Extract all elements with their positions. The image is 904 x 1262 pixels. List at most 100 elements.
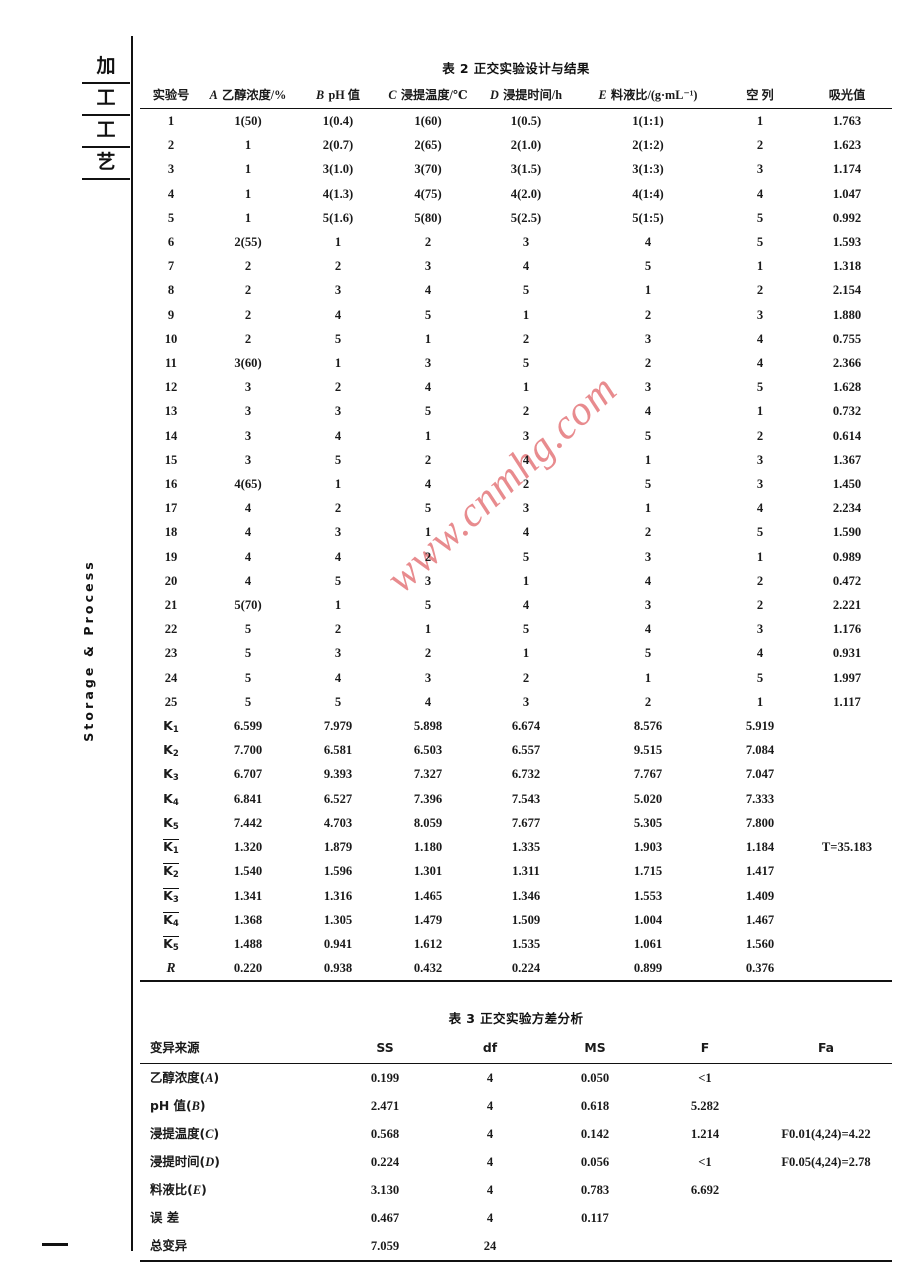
cell-C: 4 [424, 283, 432, 298]
k-mean-row-E: 1.903 [633, 840, 663, 855]
k-sum-row-A: 7.442 [233, 815, 263, 830]
k-mean-row-E: 1.553 [633, 888, 663, 903]
th3-source: 变异来源 [150, 1040, 200, 1055]
table3-title: 表 3 正交实验方差分析 [448, 1011, 584, 1026]
k-mean-row-D: 1.335 [511, 840, 541, 855]
cell-experiment-no: 15 [164, 452, 178, 467]
k-sum-row-E: 7.767 [633, 767, 663, 782]
k-sum-row-B: 9.393 [323, 767, 353, 782]
table-row: 17 4 2 5 3 1 4 2.234 [140, 496, 892, 520]
cell-B: 5(1.6) [322, 210, 354, 225]
cell-df: 4 [440, 1063, 540, 1092]
k-mean-row-blank: 1.409 [745, 888, 775, 903]
table-row: 23 5 3 2 1 5 4 0.931 [140, 641, 892, 665]
cell-abs: 1.593 [832, 235, 862, 250]
table-row: 16 4(65) 1 4 2 5 3 1.450 [140, 472, 892, 496]
cell-E: 2 [644, 525, 652, 540]
cell-fa [760, 1204, 892, 1232]
cell-experiment-no: 5 [167, 210, 175, 225]
k-mean-row-abs [802, 884, 892, 908]
k-mean-row-D: 1.509 [511, 912, 541, 927]
cell-D: 5 [522, 356, 530, 371]
cell-fa [760, 1063, 892, 1092]
cell-abs: 0.472 [832, 573, 862, 588]
table-row: 6 2(55) 1 2 3 4 5 1.593 [140, 230, 892, 254]
cell-D: 3 [522, 694, 530, 709]
cell-ms: 0.783 [580, 1183, 610, 1197]
cell-A: 3 [244, 404, 252, 419]
table-row: 2 1 2(0.7) 2(65) 2(1.0) 2(1:2) 2 1.623 [140, 133, 892, 157]
cell-A: 2 [244, 331, 252, 346]
cell-A: 4 [244, 549, 252, 564]
th-no: 实验号 [140, 83, 202, 109]
k-mean-row-D: 1.346 [511, 888, 541, 903]
th3-f: F [700, 1040, 710, 1055]
cell-E: 5 [644, 646, 652, 661]
k-sum-row-C: 7.396 [413, 791, 443, 806]
k-sum-row: K3 6.707 9.393 7.327 6.732 7.767 7.047 [140, 762, 892, 786]
th-ethanol-code: A [209, 88, 218, 102]
k-sum-row-D: 7.677 [511, 815, 541, 830]
k-mean-row-abs [802, 932, 892, 956]
cell-df: 4 [486, 1099, 494, 1113]
cell-A: 4 [244, 573, 252, 588]
cell-A: 5 [244, 670, 252, 685]
range-row-E: 0.899 [578, 956, 718, 983]
cell-df: 4 [486, 1183, 494, 1197]
k-sum-row-C: 6.503 [413, 743, 443, 758]
cell-blank: 2 [756, 138, 764, 153]
k-sum-row-A: 6.599 [233, 719, 263, 734]
cell-abs: 0.755 [832, 331, 862, 346]
cell-A: 2 [244, 259, 252, 274]
table2: 实验号 A 乙醇浓度/% B pH 值 C 浸提温度/℃ D 浸提时间/h E … [140, 83, 892, 983]
k-mean-row-blank: 1.184 [745, 840, 775, 855]
cell-D: 2 [522, 404, 530, 419]
cell-ms: 0.117 [581, 1211, 609, 1225]
cell-abs: 2.234 [832, 501, 862, 516]
cell-C: 4 [424, 694, 432, 709]
table-row: 25 5 5 4 3 2 1 1.117 [140, 690, 892, 714]
k-sum-row-label: K3 [163, 766, 179, 784]
table3-row: 浸提温度(C) 0.568 4 0.142 1.214 F0.01(4,24)=4.22 [140, 1120, 892, 1148]
cell-blank: 1 [756, 259, 764, 274]
cell-ss: 0.568 [370, 1127, 400, 1141]
margin-vertical-rule [131, 36, 133, 1251]
cell-f: <1 [698, 1155, 712, 1169]
k-sum-row-B: 4.703 [323, 815, 353, 830]
cell-C: 2(65) [414, 138, 442, 153]
cell-B: 5 [334, 573, 342, 588]
range-row-A: 0.220 [202, 956, 294, 983]
cell-df: 4 [486, 1155, 494, 1169]
k-mean-row-C: 1.612 [413, 936, 443, 951]
cell-A: 1 [244, 138, 252, 153]
cell-A: 5 [244, 622, 252, 637]
cell-abs: 1.590 [832, 525, 862, 540]
table-row: 11 3(60) 1 3 5 2 4 2.366 [140, 351, 892, 375]
cell-A: 2 [244, 307, 252, 322]
th-time-code: D [490, 88, 499, 102]
k-mean-row-A: 1.488 [233, 936, 263, 951]
k-sum-row-label: K2 [163, 742, 179, 760]
cell-blank: 5 [756, 380, 764, 395]
cell-blank: 2 [756, 283, 764, 298]
cell-C: 2 [424, 235, 432, 250]
cell-D: 4 [522, 259, 530, 274]
cell-blank: 4 [756, 356, 764, 371]
cell-ss: 0.224 [370, 1155, 400, 1169]
cell-f: <1 [650, 1063, 760, 1092]
cell-E: 2 [644, 694, 652, 709]
table-row: 10 2 5 1 2 3 4 0.755 [140, 327, 892, 351]
k-mean-row-B: 1.596 [323, 864, 353, 879]
cell-E: 3 [644, 598, 652, 613]
cell-abs: 0.732 [832, 404, 862, 419]
cell-variation-source: 浸提时间(D) [150, 1154, 220, 1169]
range-row-abs [802, 956, 892, 983]
cell-A: 2 [244, 283, 252, 298]
cell-blank: 4 [756, 186, 764, 201]
k-mean-row-B: 1.879 [323, 840, 353, 855]
cell-C: 5 [424, 501, 432, 516]
cell-B: 4 [334, 307, 342, 322]
k-sum-row-abs [802, 811, 892, 835]
cell-B: 5 [334, 694, 342, 709]
cell-B: 1 [334, 477, 342, 492]
